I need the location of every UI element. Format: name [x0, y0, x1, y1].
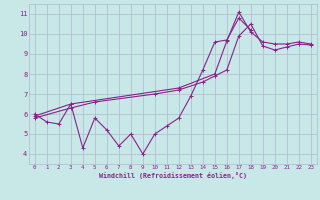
X-axis label: Windchill (Refroidissement éolien,°C): Windchill (Refroidissement éolien,°C) — [99, 172, 247, 179]
